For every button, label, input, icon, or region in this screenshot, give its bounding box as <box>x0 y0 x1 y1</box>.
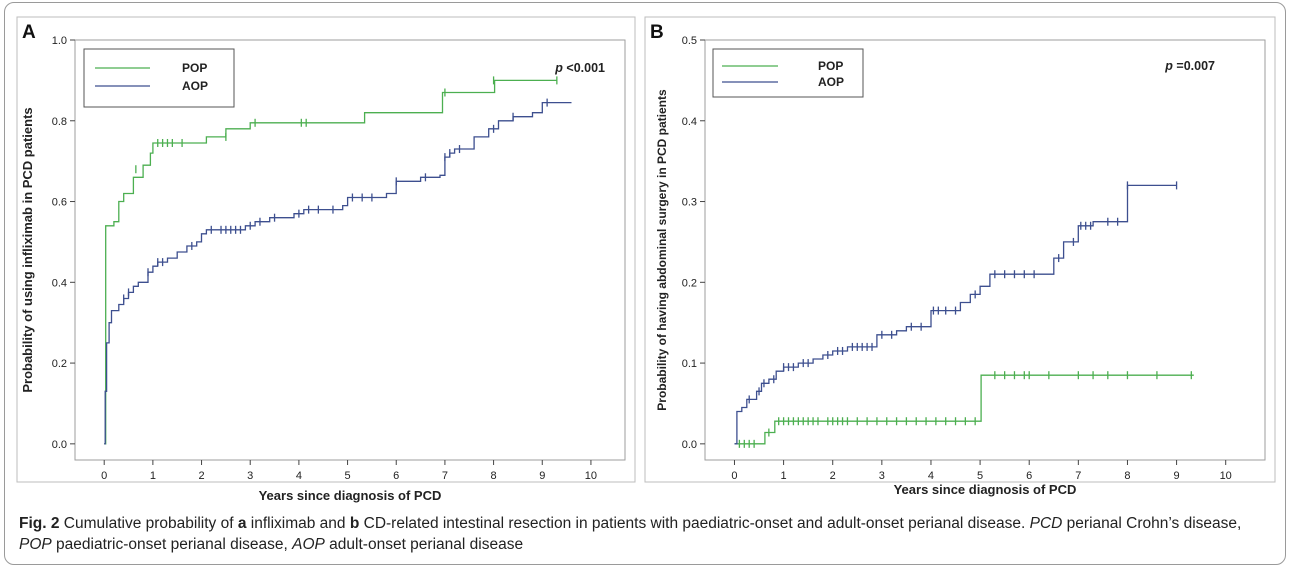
legend-aop-label-b: AOP <box>818 75 844 89</box>
x-tick-label: 7 <box>442 470 448 482</box>
panel-a-plot-area <box>74 39 626 461</box>
x-tick-label: 4 <box>296 470 302 482</box>
y-tick-label: 0.0 <box>52 439 67 451</box>
caption-segment: adult-onset perianal disease <box>324 536 524 553</box>
caption-segment: b <box>349 515 360 532</box>
caption-segment: PCD <box>1029 515 1063 532</box>
caption-segment: CD-related intestinal resection in patie… <box>359 515 1030 532</box>
caption-segment: POP <box>19 536 52 553</box>
y-tick-label: 0.4 <box>682 116 697 128</box>
caption-segment: perianal Crohn’s disease, <box>1062 515 1242 532</box>
x-tick-label: 7 <box>1075 470 1081 482</box>
x-tick-label: 0 <box>731 470 737 482</box>
pvalue-text: =0.007 <box>1173 59 1215 73</box>
y-tick-label: 0.5 <box>682 35 697 47</box>
caption-segment: a <box>237 515 247 532</box>
caption-segment: paediatric-onset perianal disease, <box>51 536 293 553</box>
y-tick-label: 0.2 <box>682 277 697 289</box>
caption-segment: infliximab and <box>246 515 350 532</box>
panel-b-letter: B <box>650 22 664 43</box>
pvalue-symbol: p <box>554 61 563 75</box>
panel-b: B 0.0 0.1 0.2 0.3 0.4 0.5 0 1 2 3 4 5 6 7 8 9 10 POP AOP… <box>644 16 1276 497</box>
pvalue-symbol: p <box>1164 59 1173 73</box>
x-tick-label: 2 <box>830 470 836 482</box>
panel-a-y-axis-label: Probability of using infliximab in PCD p… <box>20 107 35 392</box>
x-tick-label: 8 <box>491 470 497 482</box>
x-tick-label: 8 <box>1124 470 1130 482</box>
x-tick-label: 9 <box>1174 470 1180 482</box>
series-line-pop <box>734 374 1194 445</box>
series-line-aop <box>734 184 1177 445</box>
legend-pop-label: POP <box>182 61 207 75</box>
legend-aop-label: AOP <box>182 79 208 93</box>
y-tick-label: 0.6 <box>52 197 67 209</box>
x-tick-label: 5 <box>977 470 983 482</box>
panel-a-pvalue: p <0.001 <box>554 61 605 75</box>
y-tick-label: 0.1 <box>682 358 697 370</box>
panel-a-x-axis-label: Years since diagnosis of PCD <box>259 488 442 503</box>
caption-text: Cumulative probability of a infliximab a… <box>19 515 1241 553</box>
panel-a-series <box>104 76 572 445</box>
panel-a: A 0.0 0.2 0.4 0.6 0.8 1.0 0 1 2 3 4 5 6 7 8 9 10 POP AOP… <box>16 16 636 503</box>
panel-b-series <box>734 181 1194 448</box>
y-tick-label: 1.0 <box>52 35 67 47</box>
x-tick-label: 10 <box>585 470 597 482</box>
y-tick-label: 0.8 <box>52 116 67 128</box>
x-tick-label: 10 <box>1220 470 1232 482</box>
x-tick-label: 3 <box>247 470 253 482</box>
panel-b-axes: 0.0 0.1 0.2 0.3 0.4 0.5 0 1 2 3 4 5 6 7 8 9 10 <box>682 35 1232 482</box>
panel-b-plot-area <box>704 39 1266 461</box>
x-tick-label: 1 <box>150 470 156 482</box>
x-tick-label: 3 <box>879 470 885 482</box>
y-tick-label: 0.0 <box>682 439 697 451</box>
panel-b-x-axis-label: Years since diagnosis of PCD <box>894 482 1077 497</box>
panel-b-pvalue: p =0.007 <box>1164 59 1215 73</box>
panel-b-legend <box>712 48 864 98</box>
caption-segment: Cumulative probability of <box>59 515 238 532</box>
panel-a-border <box>16 16 636 483</box>
series-line-pop <box>104 79 557 445</box>
legend-pop-label-b: POP <box>818 59 843 73</box>
panel-b-border <box>644 16 1276 483</box>
x-tick-label: 1 <box>781 470 787 482</box>
x-tick-label: 9 <box>539 470 545 482</box>
caption-label: Fig. 2 <box>19 515 60 532</box>
figure-caption: Fig. 2 Cumulative probability of a infli… <box>19 513 1274 555</box>
figure-frame <box>4 2 1286 565</box>
x-tick-label: 6 <box>1026 470 1032 482</box>
y-tick-label: 0.3 <box>682 197 697 209</box>
pvalue-text: <0.001 <box>563 61 605 75</box>
panel-b-y-axis-label: Probability of having abdominal surgery … <box>655 89 669 411</box>
caption-segment: AOP <box>292 536 325 553</box>
panel-a-axes: 0.0 0.2 0.4 0.6 0.8 1.0 0 1 2 3 4 5 6 7 8 9 10 <box>52 35 597 482</box>
panel-a-letter: A <box>22 22 36 43</box>
x-tick-label: 0 <box>101 470 107 482</box>
y-tick-label: 0.2 <box>52 358 67 370</box>
x-tick-label: 2 <box>198 470 204 482</box>
y-tick-label: 0.4 <box>52 277 67 289</box>
panel-a-legend <box>83 48 235 108</box>
x-tick-label: 5 <box>345 470 351 482</box>
x-tick-label: 4 <box>928 470 934 482</box>
x-tick-label: 6 <box>393 470 399 482</box>
